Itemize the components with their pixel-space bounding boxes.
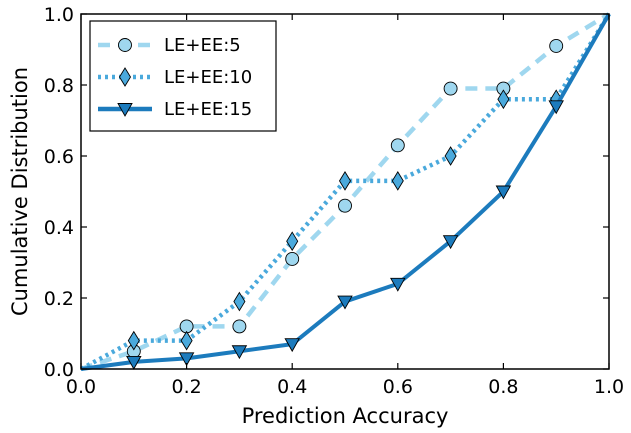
- series-1: [80, 12, 611, 372]
- y-tick-label: 1.0: [44, 4, 74, 26]
- data-point: [178, 352, 195, 367]
- x-tick-label: 0.6: [383, 376, 413, 398]
- x-tick-label: 1.0: [594, 376, 624, 398]
- series-layer: [79, 12, 611, 372]
- data-point: [233, 291, 246, 312]
- x-axis-label: Prediction Accuracy: [242, 404, 449, 428]
- y-tick-label: 0.4: [44, 217, 74, 239]
- data-point: [126, 355, 142, 370]
- x-tick-label: 0.8: [488, 376, 518, 398]
- y-tick-label: 0.8: [44, 75, 74, 97]
- legend-entry: LE+EE:10: [98, 67, 252, 88]
- y-tick-label: 0.2: [44, 288, 74, 310]
- data-point: [231, 345, 248, 360]
- data-point: [390, 138, 405, 153]
- data-point: [549, 39, 564, 53]
- legend-marker: [117, 103, 133, 117]
- legend-marker: [118, 67, 132, 87]
- y-tick-label: 0.6: [44, 146, 74, 168]
- plot-frame: [80, 13, 610, 370]
- y-axis-label: Cumulative Distribution: [8, 67, 32, 316]
- data-point: [443, 81, 458, 96]
- data-point: [442, 235, 459, 250]
- x-tick-label: 0.0: [66, 376, 96, 398]
- data-point: [548, 100, 564, 115]
- series-3: [80, 13, 611, 371]
- legend: LE+EE:5 LE+EE:10 LE+EE:15: [89, 20, 277, 132]
- data-point: [127, 330, 140, 351]
- x-tick-label: 0.2: [171, 376, 201, 398]
- data-point: [180, 330, 193, 351]
- legend-entry: LE+EE:15: [98, 99, 252, 120]
- y-tick-label: 0.0: [44, 359, 74, 381]
- legend-label: LE+EE:5: [164, 35, 241, 56]
- data-point: [338, 198, 352, 213]
- legend-entry: LE+EE:5: [98, 35, 241, 56]
- data-point: [495, 185, 512, 200]
- data-point: [390, 277, 406, 292]
- legend-label: LE+EE:15: [164, 99, 252, 120]
- data-point: [284, 338, 300, 353]
- x-tick-label: 0.4: [277, 376, 307, 398]
- data-point: [232, 319, 247, 334]
- legend-marker: [118, 38, 132, 52]
- data-point: [391, 170, 404, 191]
- data-point: [286, 231, 299, 252]
- data-point: [337, 295, 353, 310]
- data-point: [285, 252, 300, 266]
- legend-label: LE+EE:10: [164, 67, 252, 88]
- data-point: [338, 170, 352, 191]
- data-point: [497, 89, 510, 110]
- data-point: [444, 146, 457, 166]
- ticks-layer: 0.0 0.2 0.4 0.6 0.8 1.0 0.0 0.2 0.4 0.6 0.8 1.0: [44, 4, 624, 398]
